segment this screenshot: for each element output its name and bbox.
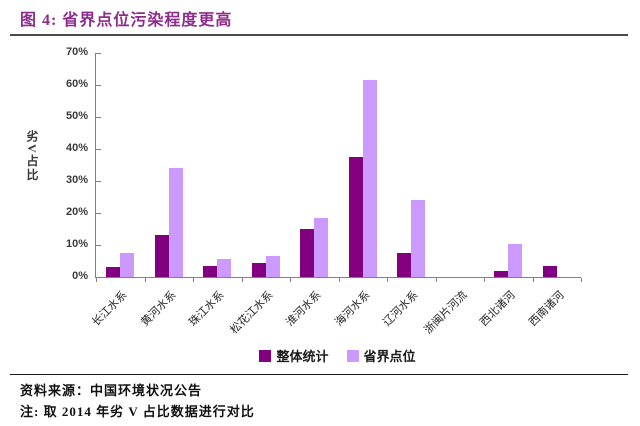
bar-省界点位-长江水系 — [120, 253, 135, 277]
bar-省界点位-珠江水系 — [217, 259, 232, 277]
y-tick-mark — [96, 181, 101, 182]
x-tick-mark — [532, 278, 534, 282]
footer-divider — [10, 374, 628, 375]
y-tick-mark — [96, 245, 101, 246]
x-tick-mark — [581, 278, 582, 282]
y-tick-label: 70% — [65, 46, 88, 58]
y-tick-label: 20% — [65, 206, 88, 218]
y-tick-label: 30% — [65, 174, 88, 186]
x-tick-mark — [241, 278, 243, 282]
x-tick-mark — [387, 278, 388, 282]
bar-整体统计-海河水系 — [348, 157, 363, 277]
y-tick-mark — [96, 53, 101, 54]
bar-chart: 劣V占比 0% 10% 20% 30% 40% 50% 60% 70% 长江水系 黄河水系 珠江水… — [25, 46, 582, 365]
y-tick-mark — [96, 117, 101, 118]
legend-item-省界点位: 省界点位 — [346, 346, 416, 365]
y-tick-mark — [96, 213, 101, 214]
bar-整体统计-西南诸河 — [542, 266, 557, 277]
y-tick-label: 40% — [65, 142, 88, 154]
source-note: 资料来源：中国环境状况公告 — [20, 383, 203, 398]
legend-label: 整体统计 — [276, 349, 329, 364]
bar-省界点位-海河水系 — [362, 80, 377, 277]
y-tick-label: 60% — [65, 78, 88, 90]
x-tick-mark — [290, 278, 291, 282]
y-tick-mark — [96, 149, 101, 150]
chart-legend: 整体统计 省界点位 — [95, 346, 580, 365]
title-divider — [10, 34, 628, 36]
bar-整体统计-辽河水系 — [397, 253, 412, 277]
x-tick-mark — [338, 278, 340, 282]
bar-整体统计-长江水系 — [106, 267, 121, 277]
bar-整体统计-淮河水系 — [300, 229, 315, 277]
legend-swatch-icon — [346, 349, 359, 362]
x-tick-mark — [144, 278, 146, 282]
bar-省界点位-松花江水系 — [265, 256, 280, 277]
legend-swatch-icon — [259, 349, 272, 362]
legend-item-整体统计: 整体统计 — [259, 346, 329, 365]
bar-省界点位-淮河水系 — [314, 217, 329, 277]
x-tick-mark — [435, 278, 437, 282]
x-tick-mark — [484, 278, 485, 282]
y-tick-label: 10% — [65, 238, 88, 250]
y-tick-label: 50% — [65, 110, 88, 122]
bar-整体统计-珠江水系 — [203, 265, 218, 277]
bar-整体统计-松花江水系 — [251, 262, 266, 277]
y-tick-label: 0% — [72, 270, 88, 282]
plot-area — [95, 53, 582, 282]
x-tick-mark — [96, 278, 97, 282]
bar-省界点位-西北诸河 — [508, 244, 523, 277]
bar-整体统计-西北诸河 — [494, 270, 509, 277]
figure-title: 图 4: 省界点位污染程度更高 — [20, 12, 233, 29]
x-tick-mark — [193, 278, 194, 282]
y-axis-title: 劣V占比 — [25, 130, 39, 183]
bar-整体统计-黄河水系 — [154, 235, 169, 277]
data-note: 注: 取 2014 年劣 V 占比数据进行对比 — [20, 404, 255, 419]
bar-省界点位-辽河水系 — [411, 200, 426, 277]
y-tick-mark — [96, 85, 101, 86]
bar-省界点位-黄河水系 — [168, 168, 183, 277]
legend-label: 省界点位 — [363, 349, 416, 364]
